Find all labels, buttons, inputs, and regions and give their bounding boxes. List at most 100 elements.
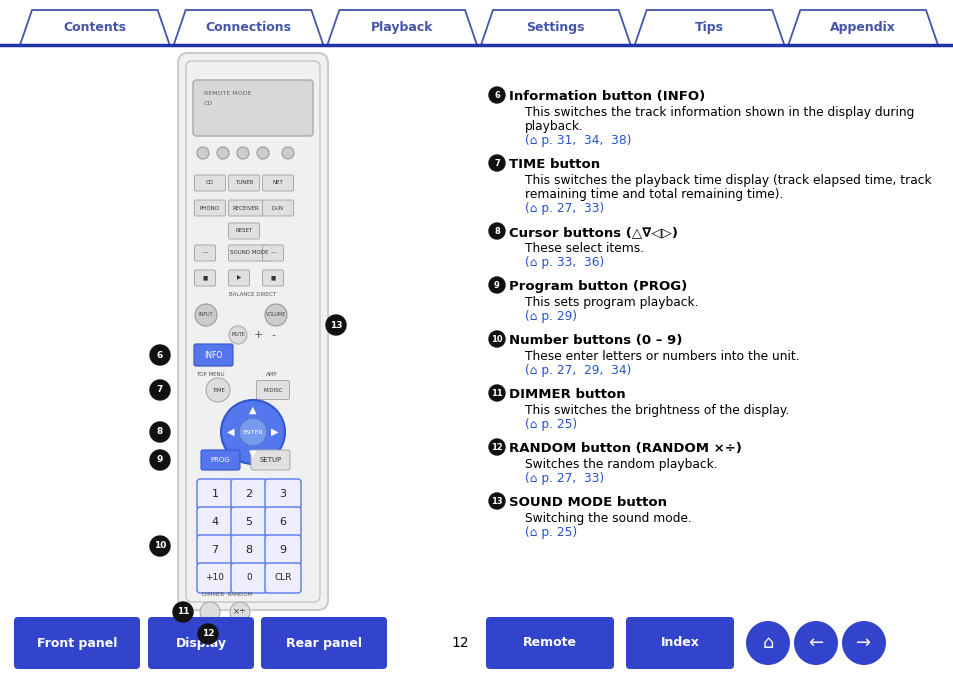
Text: 6: 6 (279, 517, 286, 527)
Circle shape (198, 624, 218, 644)
Text: Program button (PROG): Program button (PROG) (509, 280, 686, 293)
Text: Contents: Contents (63, 21, 126, 34)
FancyBboxPatch shape (178, 53, 328, 610)
Text: (⌂ p. 27,  33): (⌂ p. 27, 33) (524, 202, 603, 215)
Text: TIME: TIME (212, 388, 224, 392)
Circle shape (793, 621, 837, 665)
Text: 8: 8 (494, 227, 499, 236)
Text: SEARCH  REPLAY: SEARCH REPLAY (208, 620, 253, 625)
Text: 11: 11 (491, 388, 502, 398)
Circle shape (489, 385, 504, 401)
Circle shape (216, 147, 229, 159)
Circle shape (489, 331, 504, 347)
Text: 2: 2 (245, 489, 253, 499)
Text: remaining time and total remaining time).: remaining time and total remaining time)… (524, 188, 782, 201)
Text: ▶: ▶ (236, 275, 241, 281)
Text: Index: Index (659, 637, 699, 649)
Text: 7: 7 (212, 545, 218, 555)
Text: Switching the sound mode.: Switching the sound mode. (524, 512, 691, 525)
Circle shape (221, 400, 285, 464)
Text: +: + (253, 330, 262, 340)
Circle shape (200, 602, 220, 622)
FancyBboxPatch shape (193, 80, 313, 136)
Text: Number buttons (0 – 9): Number buttons (0 – 9) (509, 334, 681, 347)
Text: 10: 10 (491, 334, 502, 343)
Text: ▶: ▶ (271, 427, 278, 437)
Circle shape (236, 147, 249, 159)
Text: Display: Display (175, 637, 226, 649)
Text: (⌂ p. 27,  33): (⌂ p. 27, 33) (524, 472, 603, 485)
Text: (⌂ p. 31,  34,  38): (⌂ p. 31, 34, 38) (524, 134, 631, 147)
Text: Cursor buttons (△∇◁▷): Cursor buttons (△∇◁▷) (509, 226, 678, 239)
FancyBboxPatch shape (262, 200, 294, 216)
Text: Connections: Connections (205, 21, 292, 34)
FancyBboxPatch shape (262, 175, 294, 191)
FancyBboxPatch shape (262, 245, 283, 261)
Text: ■: ■ (202, 275, 208, 281)
FancyBboxPatch shape (265, 479, 301, 509)
FancyBboxPatch shape (194, 270, 215, 286)
Text: (⌂ p. 33,  36): (⌂ p. 33, 36) (524, 256, 603, 269)
Text: (⌂ p. 25): (⌂ p. 25) (524, 526, 577, 539)
FancyBboxPatch shape (229, 175, 259, 191)
Circle shape (196, 147, 209, 159)
Text: TOP MENU: TOP MENU (195, 372, 224, 378)
FancyBboxPatch shape (229, 245, 269, 261)
Text: Remote: Remote (522, 637, 577, 649)
Text: CLR: CLR (274, 573, 292, 583)
FancyBboxPatch shape (265, 535, 301, 565)
Circle shape (489, 493, 504, 509)
Circle shape (150, 450, 170, 470)
Circle shape (489, 87, 504, 103)
Text: 13: 13 (330, 320, 342, 330)
Circle shape (489, 439, 504, 455)
Text: 12: 12 (451, 636, 468, 650)
Text: ▼: ▼ (249, 449, 256, 459)
Text: 12: 12 (201, 629, 214, 639)
FancyBboxPatch shape (196, 563, 233, 593)
Text: This switches the brightness of the display.: This switches the brightness of the disp… (524, 404, 788, 417)
Text: These select items.: These select items. (524, 242, 643, 255)
Text: 8: 8 (156, 427, 163, 437)
FancyBboxPatch shape (231, 507, 267, 537)
FancyBboxPatch shape (196, 479, 233, 509)
Circle shape (172, 602, 193, 622)
FancyBboxPatch shape (196, 507, 233, 537)
Text: PHONO: PHONO (200, 205, 220, 211)
Text: TIME button: TIME button (509, 158, 599, 171)
FancyBboxPatch shape (201, 450, 240, 470)
Circle shape (230, 602, 250, 622)
Text: SOUND MODE button: SOUND MODE button (509, 496, 666, 509)
FancyBboxPatch shape (485, 617, 614, 669)
FancyBboxPatch shape (196, 535, 233, 565)
Text: 7: 7 (494, 159, 499, 168)
Circle shape (150, 536, 170, 556)
Text: MUTE: MUTE (231, 332, 245, 337)
FancyBboxPatch shape (14, 617, 140, 669)
Text: CD: CD (206, 180, 213, 186)
Text: VOLUME: VOLUME (266, 312, 286, 318)
Circle shape (150, 345, 170, 365)
Text: RECEIVER: RECEIVER (233, 205, 259, 211)
Text: RESET: RESET (235, 229, 253, 234)
Text: (⌂ p. 27,  29,  34): (⌂ p. 27, 29, 34) (524, 364, 631, 377)
Text: Playback: Playback (371, 21, 433, 34)
FancyBboxPatch shape (251, 450, 290, 470)
Text: 12: 12 (491, 443, 502, 452)
Text: ←: ← (807, 634, 822, 652)
Text: 9: 9 (279, 545, 286, 555)
Text: PROG: PROG (211, 457, 230, 463)
Text: CD: CD (204, 101, 213, 106)
Text: DIMMER button: DIMMER button (509, 388, 625, 401)
Text: 1: 1 (212, 489, 218, 499)
Text: (⌂ p. 25): (⌂ p. 25) (524, 418, 577, 431)
Text: Front panel: Front panel (37, 637, 117, 649)
Circle shape (265, 304, 287, 326)
Text: TUNER: TUNER (234, 180, 253, 186)
Circle shape (150, 380, 170, 400)
Circle shape (326, 315, 346, 335)
Text: This sets program playback.: This sets program playback. (524, 296, 698, 309)
FancyBboxPatch shape (148, 617, 253, 669)
Text: playback.: playback. (524, 120, 583, 133)
Text: 11: 11 (176, 608, 189, 616)
